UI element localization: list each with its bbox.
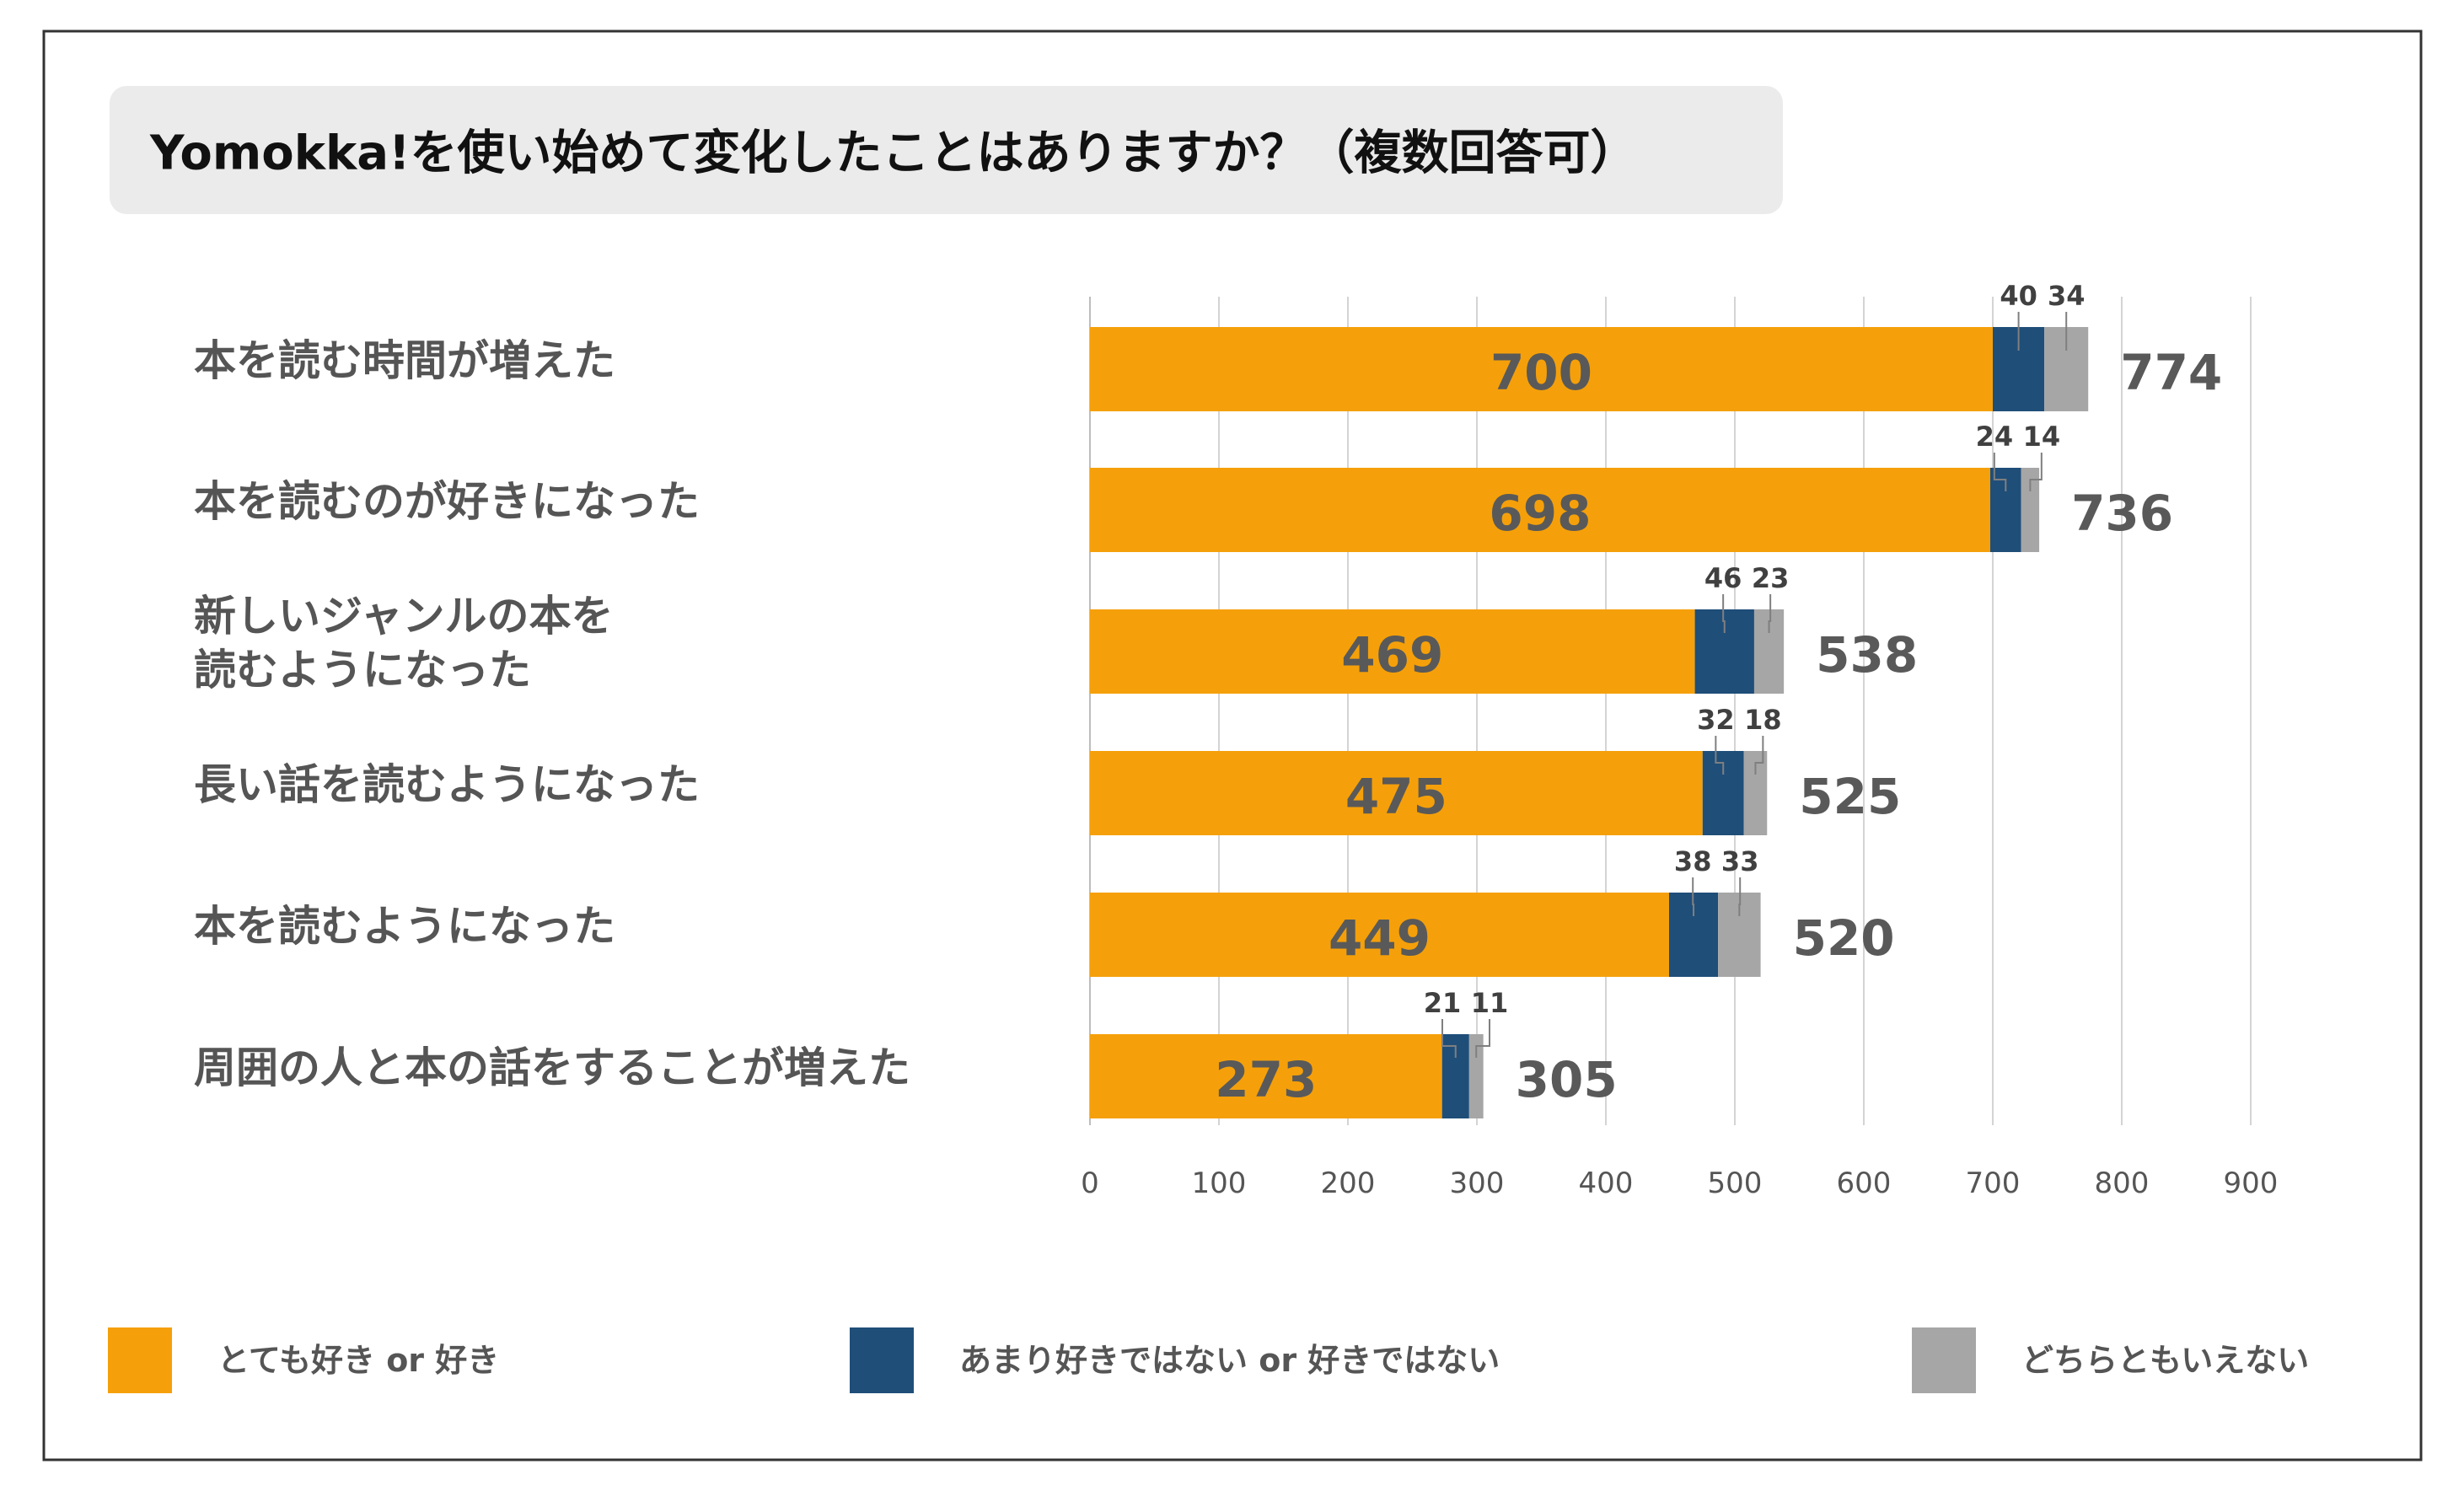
legend: とても好き or 好き あまり好きではない or 好きではない どちらともいえない <box>108 1327 2309 1393</box>
grid-layer: 0 100 200 300 400 500 600 700 800 900 <box>1081 297 2278 1200</box>
total-label-5: 520 <box>1793 909 1895 967</box>
legend-label-3: どちらともいえない <box>2021 1342 2309 1379</box>
leader-line <box>1993 453 2007 491</box>
value-label-5-series-3: 33 <box>1721 845 1759 877</box>
x-tick-label-200: 200 <box>1321 1167 1376 1200</box>
total-label-1: 774 <box>2120 344 2222 401</box>
bar-segment-4-series-1 <box>1090 751 1703 835</box>
legend-swatch-2 <box>850 1327 914 1393</box>
bar-segment-6-series-3 <box>1468 1034 1484 1118</box>
chart-frame <box>42 29 2423 1462</box>
chart-title: Yomokka!を使い始めて変化したことはありますか？（複数回答可） <box>149 126 1638 181</box>
total-label-2: 736 <box>2071 485 2173 542</box>
value-label-5-series-1: 449 <box>1329 909 1431 967</box>
x-tick-label-400: 400 <box>1579 1167 1634 1200</box>
value-label-2-series-2: 24 <box>1976 421 2014 453</box>
leader-line <box>1738 877 1742 916</box>
value-label-4-series-3: 18 <box>1744 704 1782 736</box>
bar-segment-6-series-1 <box>1090 1034 1442 1118</box>
leader-line <box>1768 594 1772 633</box>
value-label-4-series-2: 32 <box>1697 704 1735 736</box>
bar-segment-3-series-1 <box>1090 609 1695 694</box>
total-label-6: 305 <box>1516 1051 1618 1108</box>
leader-line <box>2029 453 2043 491</box>
x-tick-label-100: 100 <box>1192 1167 1247 1200</box>
leader-line <box>1441 1019 1457 1058</box>
category-label-6: 周囲の人と本の話をすることが増えた <box>194 1043 910 1092</box>
category-label-line: 本を読むようになった <box>194 902 615 951</box>
labels-layer: 本を読む時間が増えた 700 774 40 34 本を読むのが好きになった 698 736 24… <box>194 280 2222 1108</box>
value-label-2-series-3: 14 <box>2023 421 2061 453</box>
value-label-1-series-3: 34 <box>2048 280 2086 312</box>
leader-line <box>1715 736 1725 775</box>
value-label-1-series-2: 40 <box>2000 280 2037 312</box>
x-tick-label-800: 800 <box>2095 1167 2150 1200</box>
category-label-line: 長い話を読むようになった <box>194 760 700 809</box>
value-label-2-series-1: 698 <box>1489 485 1591 542</box>
legend-swatch-3 <box>1912 1327 1976 1393</box>
category-label-line: 読むようになった <box>194 646 531 695</box>
x-tick-label-600: 600 <box>1837 1167 1892 1200</box>
value-label-6-series-2: 21 <box>1424 987 1462 1019</box>
value-label-3-series-1: 469 <box>1341 626 1443 684</box>
value-label-3-series-2: 46 <box>1704 562 1742 594</box>
category-label-line: 本を読む時間が増えた <box>194 336 615 385</box>
x-tick-label-900: 900 <box>2224 1167 2279 1200</box>
value-label-4-series-1: 475 <box>1345 768 1447 825</box>
category-label-4: 長い話を読むようになった <box>194 760 700 809</box>
x-tick-label-500: 500 <box>1708 1167 1763 1200</box>
legend-label-2: あまり好きではない or 好きではない <box>959 1342 1500 1379</box>
category-label-line: 本を読むのが好きになった <box>194 477 700 526</box>
bars-layer <box>1090 327 2089 1118</box>
value-label-1-series-1: 700 <box>1490 344 1592 401</box>
total-label-4: 525 <box>1799 768 1901 825</box>
total-label-3: 538 <box>1816 626 1918 684</box>
value-label-5-series-2: 38 <box>1674 845 1712 877</box>
value-label-6-series-3: 11 <box>1471 987 1509 1019</box>
category-label-1: 本を読む時間が増えた <box>194 336 615 385</box>
x-tick-label-0: 0 <box>1081 1167 1099 1200</box>
category-label-2: 本を読むのが好きになった <box>194 477 700 526</box>
title-box <box>110 86 1783 214</box>
x-tick-label-300: 300 <box>1450 1167 1505 1200</box>
bar-segment-5-series-1 <box>1090 893 1669 977</box>
bar-segment-2-series-1 <box>1090 468 1990 552</box>
category-label-line: 周囲の人と本の話をすることが増えた <box>194 1043 910 1092</box>
leader-line <box>1754 736 1764 775</box>
leader-line <box>1722 594 1726 633</box>
legend-swatch-1 <box>108 1327 172 1393</box>
value-label-3-series-3: 23 <box>1752 562 1790 594</box>
legend-label-1: とても好き or 好き <box>217 1342 499 1379</box>
category-label-line: 新しいジャンルの本を <box>194 592 614 641</box>
value-label-6-series-1: 273 <box>1215 1051 1317 1108</box>
bar-segment-1-series-1 <box>1090 327 1993 411</box>
leader-line <box>1475 1019 1490 1058</box>
category-label-5: 本を読むようになった <box>194 902 615 951</box>
leader-line <box>1692 877 1695 916</box>
category-label-3: 新しいジャンルの本を読むようになった <box>194 592 614 695</box>
x-tick-label-700: 700 <box>1966 1167 2021 1200</box>
bar-segment-2-series-3 <box>2021 468 2040 552</box>
